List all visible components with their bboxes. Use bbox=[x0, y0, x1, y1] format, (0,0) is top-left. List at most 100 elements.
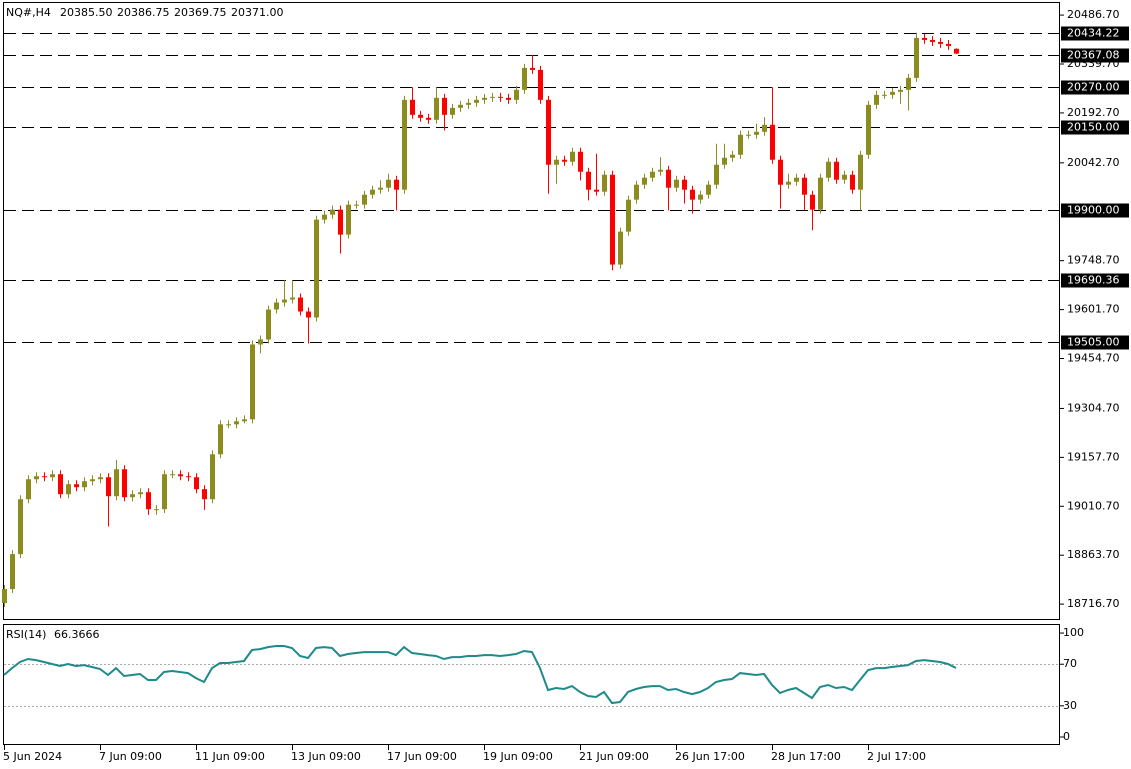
candle-body bbox=[538, 69, 543, 100]
candle-body bbox=[786, 181, 791, 185]
candle-body bbox=[322, 214, 327, 220]
candle-body bbox=[850, 174, 855, 190]
level-label: 20434.22 bbox=[1067, 27, 1120, 40]
ohlc-value: 20386.75 bbox=[117, 6, 170, 19]
candle-body bbox=[602, 174, 607, 192]
candle-body bbox=[210, 454, 215, 500]
candle-body bbox=[298, 297, 303, 312]
candle-body bbox=[10, 554, 15, 590]
candle-body bbox=[826, 161, 831, 178]
x-tick-label: 13 Jun 09:00 bbox=[291, 750, 361, 763]
y-tick-label: 19601.70 bbox=[1067, 303, 1120, 316]
candle-body bbox=[706, 184, 711, 195]
candle-body bbox=[946, 43, 951, 46]
candle-body bbox=[114, 469, 119, 497]
candle-body bbox=[258, 339, 263, 345]
level-box bbox=[1061, 335, 1129, 350]
candle-body bbox=[906, 77, 911, 90]
y-tick-label: 100 bbox=[1063, 626, 1084, 639]
y-tick-label: 19454.70 bbox=[1067, 352, 1120, 365]
candle-body bbox=[506, 97, 511, 100]
symbol: NQ#,H4 bbox=[6, 6, 51, 19]
y-tick-label: 20486.70 bbox=[1067, 8, 1120, 21]
candle-body bbox=[650, 171, 655, 178]
candle-body bbox=[418, 114, 423, 118]
candle-body bbox=[810, 194, 815, 210]
candle-body bbox=[402, 99, 407, 190]
x-tick-label: 21 Jun 09:00 bbox=[579, 750, 649, 763]
candle-body bbox=[378, 187, 383, 190]
candle-body bbox=[738, 134, 743, 155]
candle-body bbox=[818, 177, 823, 210]
candle-body bbox=[690, 189, 695, 200]
candle-body bbox=[898, 89, 903, 92]
candle-body bbox=[122, 469, 127, 498]
y-tick-label: 19010.70 bbox=[1067, 499, 1120, 512]
candle-body bbox=[458, 104, 463, 108]
candle-body bbox=[234, 421, 239, 425]
level-label: 19690.36 bbox=[1067, 274, 1120, 287]
candle-body bbox=[146, 492, 151, 510]
candle-body bbox=[410, 99, 415, 115]
y-tick-label: 19157.70 bbox=[1067, 450, 1120, 463]
candle-body bbox=[242, 419, 247, 422]
candle-body bbox=[498, 96, 503, 98]
candle-body bbox=[578, 151, 583, 172]
y-tick-label: 19748.70 bbox=[1067, 254, 1120, 267]
candle-body bbox=[834, 161, 839, 180]
candle-body bbox=[18, 499, 23, 555]
level-box bbox=[1061, 273, 1129, 288]
candle-body bbox=[594, 189, 599, 192]
candle-body bbox=[178, 474, 183, 477]
x-tick-label: 2 Jul 17:00 bbox=[867, 750, 926, 763]
candle-body bbox=[202, 489, 207, 500]
candle-body bbox=[858, 154, 863, 190]
candle-body bbox=[938, 41, 943, 44]
x-tick-label: 7 Jun 09:00 bbox=[99, 750, 162, 763]
level-box bbox=[1061, 26, 1129, 41]
candle-body bbox=[778, 159, 783, 185]
candle-body bbox=[266, 309, 271, 340]
x-tick-label: 11 Jun 09:00 bbox=[195, 750, 265, 763]
candle-body bbox=[58, 474, 63, 495]
candle-body bbox=[354, 204, 359, 206]
candle-body bbox=[274, 302, 279, 310]
candle-body bbox=[434, 97, 439, 120]
candle-body bbox=[490, 96, 495, 98]
rsi-line bbox=[3, 645, 957, 705]
candle-body bbox=[450, 107, 455, 115]
candle-body bbox=[842, 174, 847, 180]
candle-body bbox=[674, 179, 679, 188]
candle-body bbox=[930, 39, 935, 42]
y-tick-label: 18863.70 bbox=[1067, 548, 1120, 561]
x-tick-label: 19 Jun 09:00 bbox=[483, 750, 553, 763]
candle-body bbox=[426, 117, 431, 120]
candle-body bbox=[522, 67, 527, 90]
candle-body bbox=[282, 299, 287, 303]
x-tick-label: 26 Jun 17:00 bbox=[675, 750, 745, 763]
candle-body bbox=[386, 179, 391, 188]
y-tick-label: 18716.70 bbox=[1067, 597, 1120, 610]
candle-body bbox=[922, 37, 927, 40]
level-label: 20367.08 bbox=[1067, 49, 1120, 62]
candle-body bbox=[562, 159, 567, 162]
candle-body bbox=[610, 174, 615, 265]
candle-body bbox=[90, 479, 95, 482]
candle-body bbox=[530, 67, 535, 70]
candle-body bbox=[74, 484, 79, 488]
candle-body bbox=[682, 179, 687, 190]
candle-body bbox=[106, 477, 111, 497]
candle-body bbox=[2, 589, 7, 604]
indicator-name: RSI(14) bbox=[6, 628, 46, 641]
x-tick-label: 28 Jun 17:00 bbox=[771, 750, 841, 763]
candle-body bbox=[626, 199, 631, 232]
candle-body bbox=[194, 477, 199, 490]
level-label: 20150.00 bbox=[1067, 121, 1120, 134]
candle-body bbox=[314, 219, 319, 318]
candle-body bbox=[306, 311, 311, 318]
candle-body bbox=[722, 157, 727, 165]
candle-body bbox=[154, 509, 159, 511]
level-label: 20270.00 bbox=[1067, 81, 1120, 94]
